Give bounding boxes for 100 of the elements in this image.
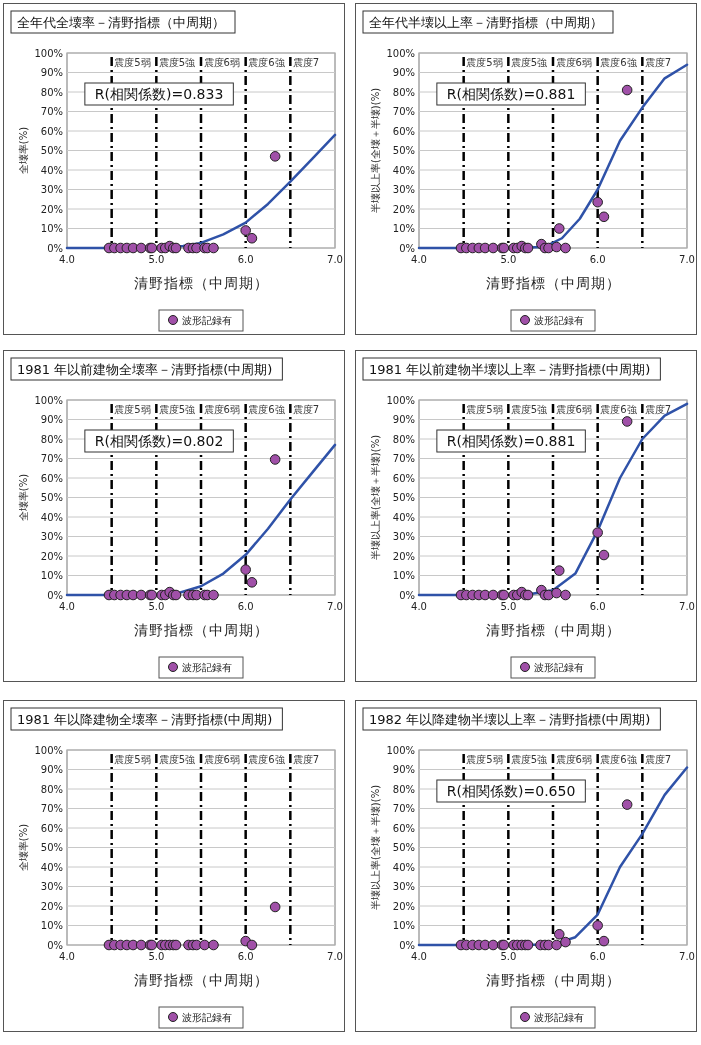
point — [240, 564, 251, 575]
y-tick-label: 20% — [40, 203, 63, 215]
ref-line-label: 震度7 — [292, 404, 320, 415]
ref-line-label: 震度5弱 — [114, 754, 151, 765]
point — [135, 589, 147, 601]
y-tick-label: 70% — [40, 453, 63, 464]
y-tick-label: 70% — [392, 106, 415, 117]
x-tick-label: 7.0 — [327, 601, 343, 612]
point — [487, 939, 499, 951]
point — [592, 527, 603, 538]
chart-title: 1982 年以降建物半壊以上率－清野指標(中周期) — [369, 712, 651, 727]
y-tick-label: 80% — [40, 86, 63, 98]
x-axis-title: 清野指標（中周期） — [485, 275, 621, 291]
point — [560, 242, 571, 254]
y-tick-label: 100% — [34, 394, 63, 406]
x-tick-label: 6.0 — [237, 951, 254, 962]
y-tick-label: 100% — [34, 47, 63, 59]
y-tick-label: 60% — [40, 822, 63, 834]
y-tick-label: 40% — [392, 511, 415, 523]
point — [592, 920, 603, 931]
legend-label: 波形記録有 — [182, 662, 232, 673]
x-axis-title: 清野指標（中周期） — [133, 275, 269, 291]
y-tick-label: 100% — [386, 394, 415, 406]
y-tick-label: 20% — [392, 203, 415, 215]
ref-line-label: 震度5強 — [510, 57, 548, 68]
x-tick-label: 7.0 — [327, 254, 343, 265]
point — [199, 939, 210, 951]
point — [553, 223, 565, 234]
x-tick-label: 6.0 — [237, 254, 254, 265]
y-tick-label: 10% — [40, 223, 63, 234]
ref-line-label: 震度5強 — [158, 404, 196, 415]
x-axis-title: 清野指標（中周期） — [485, 972, 621, 988]
y-tick-label: 10% — [392, 920, 415, 931]
chart-title: 1981 年以前建物半壊以上率－清野指標(中周期) — [369, 362, 651, 377]
x-axis-title: 清野指標（中周期） — [133, 622, 269, 638]
ref-line-label: 震度5弱 — [466, 404, 503, 415]
y-tick-label: 30% — [40, 881, 63, 892]
x-axis-title: 清野指標（中周期） — [485, 622, 621, 638]
point — [208, 242, 219, 254]
annotation: R(相関係数)=0.833 — [94, 86, 224, 102]
ref-line-label: 震度6強 — [248, 754, 285, 765]
ref-line-label: 震度6強 — [600, 404, 637, 415]
ref-line-label: 震度5強 — [158, 57, 196, 68]
y-tick-label: 20% — [392, 550, 415, 562]
ref-line-label: 震度6弱 — [555, 404, 592, 415]
ref-line-label: 震度7 — [644, 404, 672, 415]
chart-title: 全年代半壊以上率－清野指標（中周期） — [369, 15, 603, 30]
point — [592, 196, 603, 208]
y-tick-label: 20% — [40, 900, 63, 912]
ref-line-label: 震度5強 — [510, 754, 548, 765]
y-tick-label: 0% — [47, 242, 63, 254]
point — [553, 565, 565, 576]
ref-line-label: 震度5弱 — [466, 57, 503, 68]
y-tick-label: 90% — [40, 764, 63, 775]
y-tick-label: 100% — [386, 47, 415, 59]
y-tick-label: 60% — [392, 472, 415, 484]
y-tick-label: 100% — [386, 744, 415, 756]
ref-line-label: 震度5弱 — [114, 404, 151, 415]
ref-line-label: 震度7 — [644, 754, 672, 765]
y-tick-label: 50% — [40, 842, 63, 853]
ref-line-label: 震度6弱 — [555, 754, 592, 765]
y-tick-label: 90% — [392, 414, 415, 425]
y-tick-label: 80% — [392, 433, 415, 445]
x-tick-label: 7.0 — [679, 254, 695, 265]
y-tick-label: 20% — [392, 900, 415, 912]
x-tick-label: 5.0 — [500, 601, 517, 612]
point — [551, 939, 562, 951]
y-axis-title: 半壊以上率(全壊＋半壊)(%) — [370, 434, 381, 561]
ref-line-label: 震度5強 — [510, 404, 548, 415]
y-tick-label: 60% — [392, 125, 415, 137]
x-tick-label: 4.0 — [411, 254, 427, 265]
ref-line-label: 震度6強 — [600, 754, 637, 765]
ref-line-label: 震度6強 — [248, 404, 285, 415]
y-tick-label: 10% — [392, 223, 415, 234]
ref-line-label: 震度5弱 — [114, 57, 151, 68]
x-tick-label: 7.0 — [679, 951, 695, 962]
x-tick-label: 5.0 — [148, 951, 165, 962]
ref-line-label: 震度6弱 — [203, 754, 240, 765]
y-tick-label: 20% — [40, 550, 63, 562]
y-tick-label: 40% — [392, 861, 415, 873]
ref-line-label: 震度6弱 — [203, 404, 240, 415]
y-tick-label: 30% — [40, 184, 63, 195]
y-tick-label: 10% — [40, 920, 63, 931]
y-tick-label: 70% — [40, 106, 63, 117]
y-tick-label: 60% — [40, 472, 63, 484]
y-tick-label: 30% — [392, 881, 415, 892]
point — [551, 587, 562, 599]
y-tick-label: 60% — [392, 822, 415, 834]
annotation: R(相関係数)=0.802 — [94, 433, 224, 449]
x-tick-label: 4.0 — [59, 601, 75, 612]
y-tick-label: 0% — [399, 939, 415, 951]
legend-label: 波形記録有 — [182, 315, 232, 326]
y-axis-title: 半壊以上率(全壊＋半壊)(%) — [370, 784, 381, 911]
y-tick-label: 40% — [40, 861, 63, 873]
y-tick-label: 100% — [34, 744, 63, 756]
y-tick-label: 60% — [40, 125, 63, 137]
y-tick-label: 80% — [40, 433, 63, 445]
ref-line-label: 震度7 — [292, 57, 320, 68]
y-axis-title: 全壊率(%) — [18, 126, 29, 175]
point — [269, 151, 281, 162]
